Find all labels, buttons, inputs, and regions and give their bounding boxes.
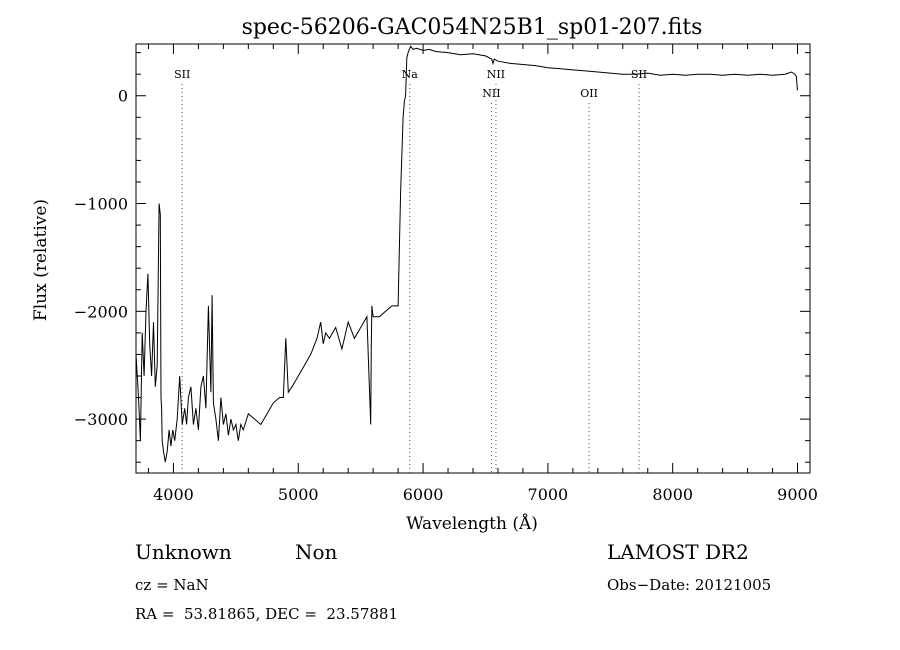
chart-title: spec-56206-GAC054N25B1_sp01-207.fits (242, 15, 703, 40)
survey-label: LAMOST DR2 (607, 540, 749, 564)
plot-frame (135, 43, 811, 474)
line-label: NII (487, 68, 505, 81)
plot-border (135, 43, 811, 474)
x-tick-label: 4000 (153, 485, 194, 504)
line-label: NII (482, 87, 500, 100)
spectrum-line (135, 45, 798, 463)
x-tick-label: 7000 (528, 485, 569, 504)
spectrum-series (135, 45, 798, 463)
axis-ticks: 4000 5000 6000 7000 8000 9000 −3000 −2000 −1000 0 (74, 44, 818, 504)
subclass-label: Non (295, 540, 338, 564)
y-tick-label: 0 (118, 87, 128, 106)
x-tick-label: 8000 (652, 485, 693, 504)
x-tick-label: 5000 (278, 485, 319, 504)
line-label: OII (580, 87, 598, 100)
y-tick-label: −3000 (74, 410, 128, 429)
x-tick-label: 6000 (403, 485, 444, 504)
line-label: SII (631, 68, 647, 81)
class-label: Unknown (135, 540, 232, 564)
cz-label: cz = NaN (135, 576, 209, 594)
obs-date-label: Obs−Date: 20121005 (607, 576, 772, 594)
x-axis-label: Wavelength (Å) (406, 513, 538, 534)
spectral-lines: SII Na NII NII OII SII (174, 68, 647, 473)
coords-label: RA = 53.81865, DEC = 23.57881 (135, 605, 399, 623)
line-label: SII (174, 68, 190, 81)
x-tick-label: 9000 (777, 485, 818, 504)
line-label: Na (402, 68, 419, 81)
y-tick-label: −2000 (74, 302, 128, 321)
y-tick-label: −1000 (74, 195, 128, 214)
y-axis-label: Flux (relative) (31, 199, 51, 321)
